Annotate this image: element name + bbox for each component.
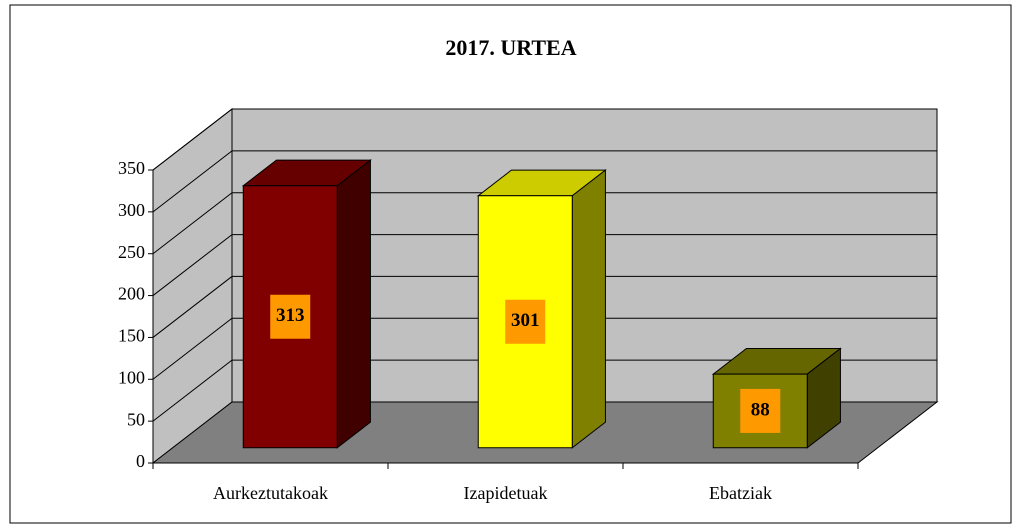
y-tick-label: 100 bbox=[118, 367, 145, 387]
x-tick-label: Ebatziak bbox=[709, 483, 772, 503]
data-label: 88 bbox=[751, 399, 770, 420]
grid-line bbox=[152, 150, 937, 213]
y-tick-label: 300 bbox=[118, 200, 145, 220]
data-label: 301 bbox=[511, 310, 540, 331]
y-tick-label: 350 bbox=[118, 158, 145, 178]
y-tick-label: 0 bbox=[136, 451, 145, 471]
x-tick-label: Izapidetuak bbox=[464, 483, 548, 503]
y-tick-label: 50 bbox=[127, 409, 145, 429]
bar-side bbox=[336, 159, 371, 449]
grid-line bbox=[152, 275, 937, 338]
grid-line bbox=[152, 192, 937, 255]
bar-side bbox=[571, 169, 606, 449]
grid-line bbox=[152, 234, 937, 296]
x-tick-label: Aurkeztutakoak bbox=[213, 483, 328, 503]
grid-line bbox=[152, 317, 937, 380]
y-tick-label: 150 bbox=[118, 326, 145, 346]
grid-line bbox=[152, 359, 937, 422]
y-tick-label: 250 bbox=[118, 242, 145, 262]
y-tick-label: 200 bbox=[118, 284, 145, 304]
data-label-box bbox=[270, 294, 311, 339]
chart-title: 2017. URTEA bbox=[445, 35, 576, 60]
grid-line bbox=[152, 108, 937, 171]
data-label: 313 bbox=[276, 305, 305, 326]
data-label-box bbox=[505, 299, 546, 344]
data-label-box bbox=[740, 388, 781, 433]
